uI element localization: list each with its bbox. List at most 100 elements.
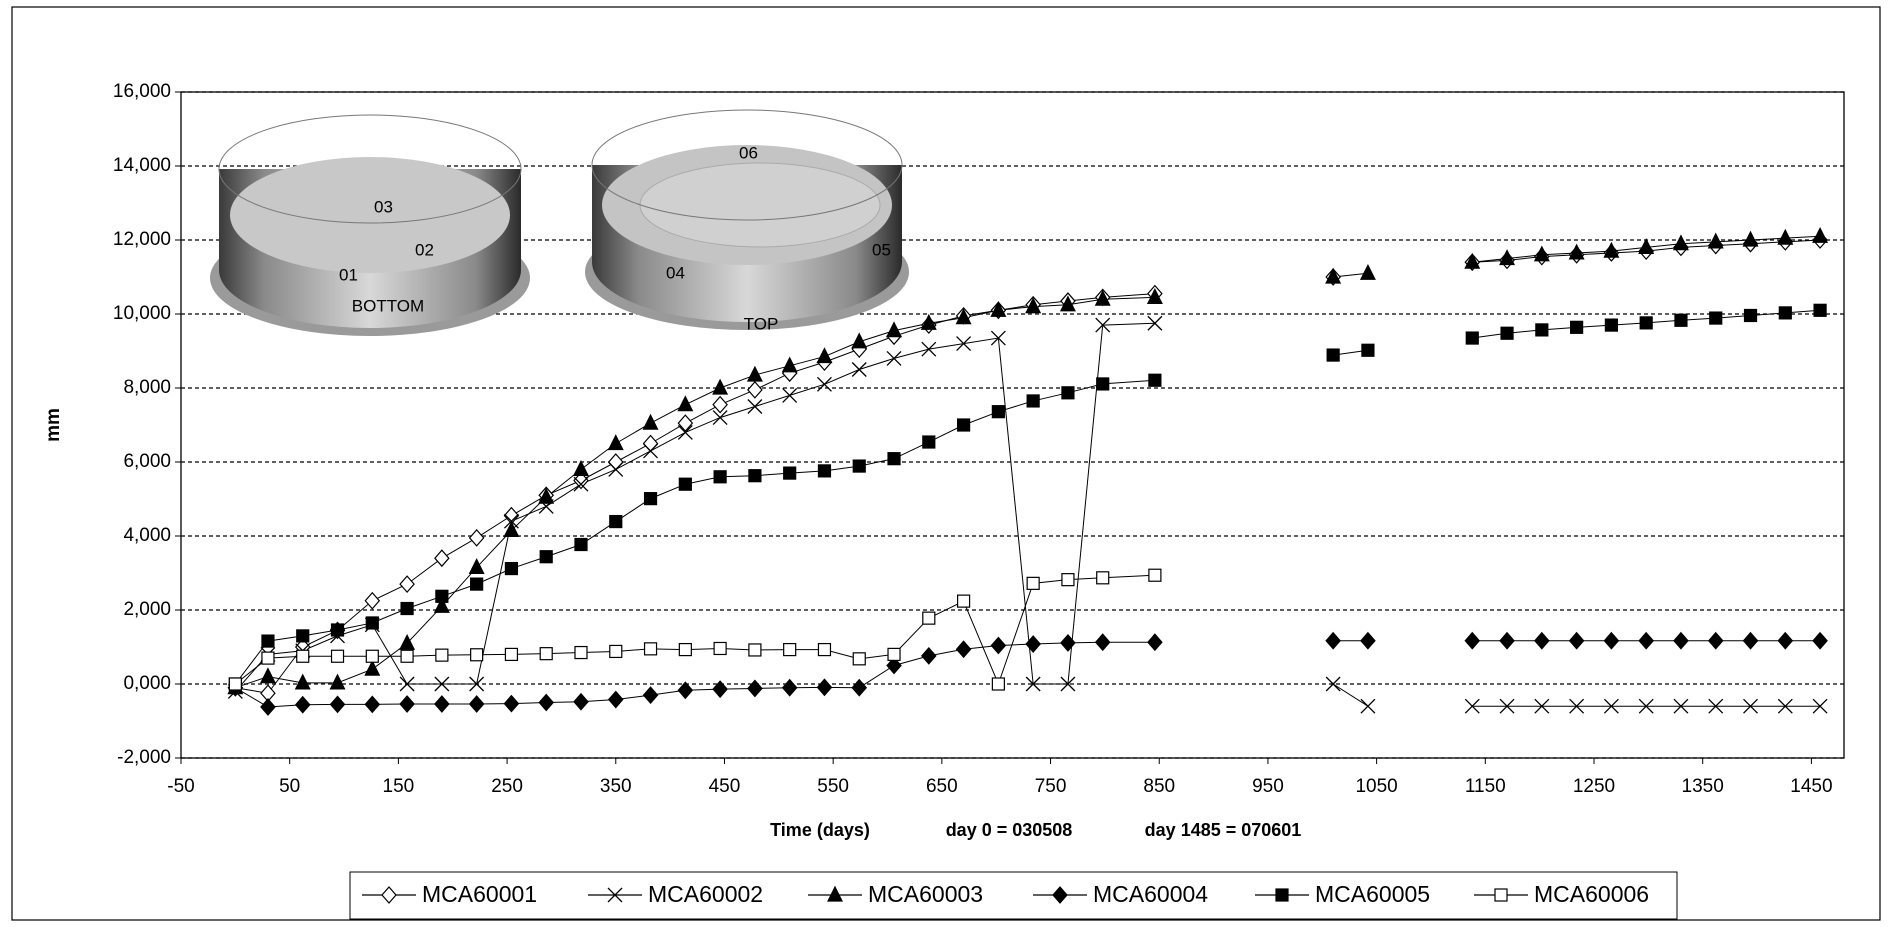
data-point [573, 692, 589, 711]
data-point [434, 676, 450, 692]
sensor-label: 01 [339, 265, 358, 284]
data-point [435, 589, 449, 603]
data-point [329, 695, 346, 714]
data-point [260, 698, 276, 716]
data-point [748, 643, 762, 657]
data-point [1146, 288, 1163, 304]
data-point [607, 434, 624, 451]
data-point [294, 673, 311, 690]
data-point [399, 575, 415, 594]
data-point [1148, 568, 1162, 582]
data-point [1061, 573, 1075, 587]
data-point [1638, 698, 1654, 714]
data-point [920, 313, 937, 330]
data-point [1061, 386, 1075, 400]
data-point [1638, 631, 1654, 650]
data-point [435, 648, 449, 662]
data-point [1499, 631, 1515, 650]
data-point [538, 487, 555, 504]
data-point [956, 336, 972, 352]
data-point [1025, 297, 1042, 314]
y-tick-label: 4,000 [123, 525, 171, 546]
data-point [1148, 373, 1162, 387]
inset-title: BOTTOM [352, 296, 424, 315]
data-point [817, 376, 832, 392]
data-point [574, 537, 588, 552]
sensor-label: 03 [374, 197, 393, 216]
y-tick-label: 16,000 [113, 81, 171, 102]
data-point [1812, 631, 1828, 650]
data-point [677, 414, 694, 433]
data-point [1360, 698, 1376, 714]
legend-label: MCA60005 [1315, 881, 1430, 907]
data-point [712, 395, 728, 414]
data-point [399, 633, 416, 650]
data-point [296, 629, 310, 643]
data-point [1813, 303, 1827, 317]
data-point [469, 676, 485, 692]
plot-frame [180, 91, 1845, 759]
y-tick-label: 12,000 [113, 229, 171, 250]
legend-label: MCA60006 [1534, 881, 1649, 907]
data-point [607, 690, 624, 709]
data-point [1060, 676, 1076, 692]
data-point [886, 321, 902, 338]
data-point [851, 362, 867, 377]
x-tick-label: 350 [600, 776, 632, 797]
tank-roof [639, 162, 881, 248]
data-point [678, 477, 692, 491]
data-point [1568, 243, 1585, 260]
data-point [1569, 698, 1585, 714]
data-point [329, 673, 346, 690]
data-point [1325, 631, 1341, 650]
data-point [1777, 698, 1793, 714]
data-point [1743, 698, 1758, 714]
data-point [955, 640, 972, 659]
data-point [1777, 631, 1794, 650]
data-point [1603, 241, 1620, 258]
data-point [1095, 317, 1111, 333]
data-point [1025, 635, 1041, 653]
legend-marker [607, 887, 623, 903]
data-point [365, 649, 379, 663]
x-tick-label: 150 [383, 776, 415, 797]
y-tick-label: 0,000 [123, 673, 171, 694]
data-point [852, 459, 866, 473]
x-tick-label: 250 [491, 776, 523, 797]
data-point [956, 418, 971, 432]
data-point [1812, 698, 1828, 714]
data-point [573, 460, 589, 476]
data-point [400, 601, 414, 616]
data-point [955, 308, 972, 325]
data-point [399, 676, 415, 692]
data-point [851, 332, 868, 349]
x-tick-label: 950 [1252, 776, 1284, 797]
data-point [677, 681, 694, 700]
data-point [1464, 631, 1481, 650]
data-point [921, 646, 937, 665]
data-point [1672, 234, 1689, 251]
data-point [1060, 634, 1076, 652]
x-tick-label: 750 [1035, 776, 1067, 797]
data-point [294, 695, 311, 714]
legend-marker [381, 886, 397, 904]
data-point [538, 693, 555, 712]
data-point [852, 652, 866, 666]
data-point [1147, 315, 1163, 331]
data-point [400, 649, 414, 663]
data-point [1025, 676, 1041, 692]
data-point [783, 466, 797, 480]
data-point [1673, 698, 1689, 714]
data-point [747, 399, 763, 414]
annotation: day 0 = 030508 [946, 820, 1073, 840]
data-point [781, 678, 798, 697]
data-point [678, 642, 692, 657]
data-point [922, 435, 936, 449]
data-point [746, 365, 763, 382]
legend-label: MCA60001 [422, 881, 537, 907]
y-tick-label: -2,000 [117, 747, 171, 768]
data-point [573, 471, 589, 490]
tank-floor [230, 157, 510, 273]
data-point [1534, 631, 1550, 650]
y-tick-label: 2,000 [123, 599, 171, 620]
